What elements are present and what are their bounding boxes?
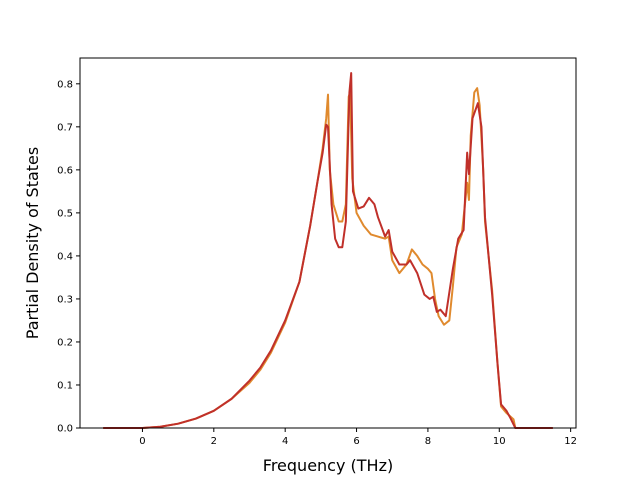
y-tick-label: 0.2 [57, 337, 73, 348]
y-tick-label: 0.7 [57, 122, 73, 133]
x-tick-label: 12 [564, 436, 577, 447]
y-tick-label: 0.3 [57, 294, 73, 305]
x-tick-label: 0 [139, 436, 145, 447]
series-layer [103, 72, 553, 429]
x-tick-label: 8 [425, 436, 431, 447]
plot-frame [79, 57, 577, 429]
y-tick-label: 0.8 [57, 79, 73, 90]
y-tick-label: 0.4 [57, 251, 73, 262]
ticks-layer: 0 2 4 6 8 10 12 0.0 0.1 0.2 0.3 0.4 0.5 0.6 0.7 0.8 [57, 79, 577, 447]
y-axis-label: Partial Density of States [23, 147, 42, 339]
x-tick-label: 2 [211, 436, 217, 447]
x-tick-label: 10 [493, 436, 506, 447]
y-tick-label: 0.0 [57, 424, 73, 435]
x-tick-label: 6 [353, 436, 359, 447]
y-tick-label: 0.6 [57, 165, 73, 176]
y-tick-label: 0.5 [57, 208, 73, 219]
x-tick-label: 4 [282, 436, 288, 447]
x-axis-label: Frequency (THz) [263, 456, 393, 475]
series-line-2 [103, 72, 553, 429]
y-tick-label: 0.1 [57, 380, 73, 391]
